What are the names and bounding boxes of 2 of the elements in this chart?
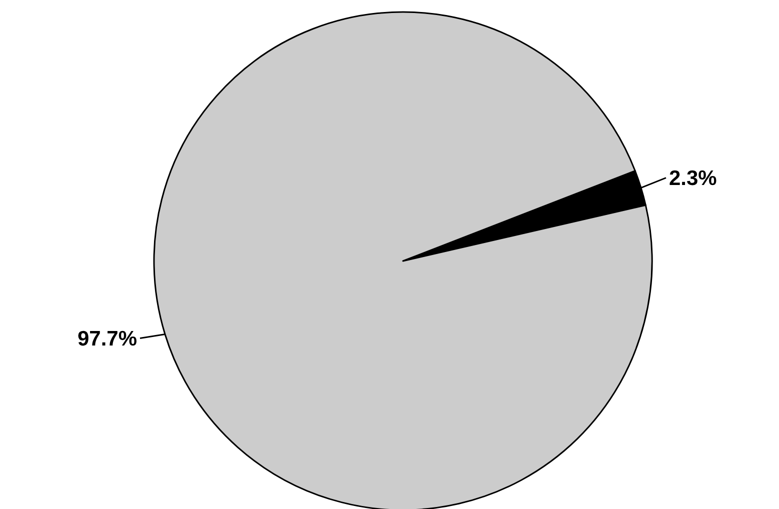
- data-label: 2.3%: [668, 167, 718, 190]
- data-label: 97.7%: [77, 328, 138, 351]
